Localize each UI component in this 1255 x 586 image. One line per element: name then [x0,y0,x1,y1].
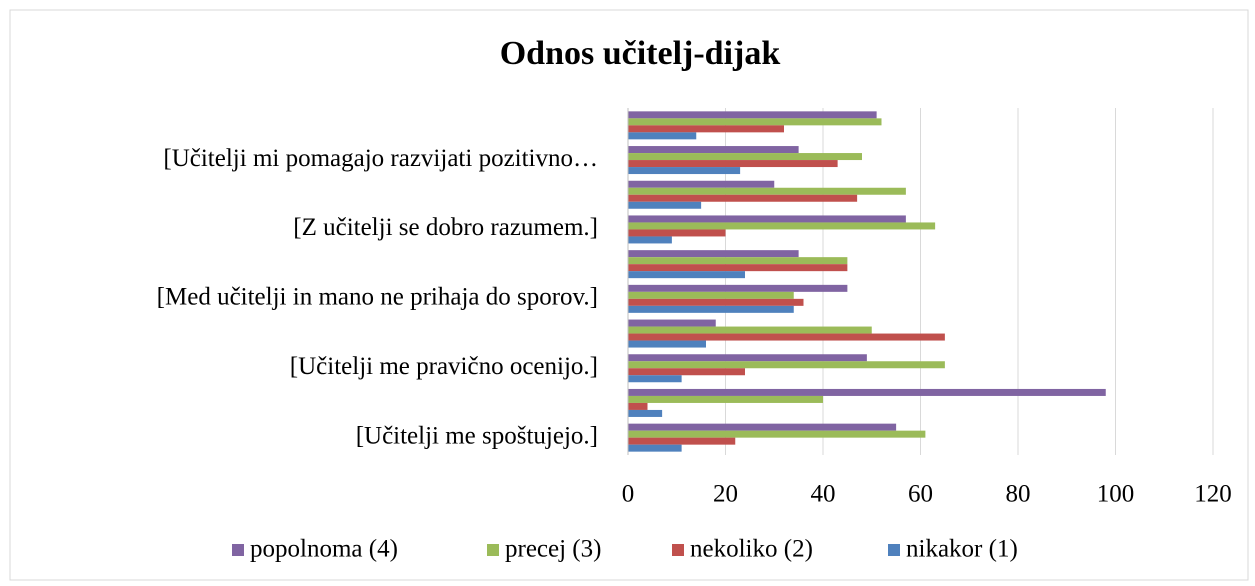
bar [628,395,823,403]
bar [628,167,741,175]
bar [628,125,784,133]
bar [628,257,848,265]
bar [628,305,794,313]
x-tick-label: 60 [908,481,933,508]
bar [628,333,945,341]
legend-marker [672,544,684,556]
bar [628,160,838,168]
bar [628,111,877,119]
bar [628,423,897,431]
bar [628,326,872,334]
bar [628,402,648,410]
bar [628,132,697,140]
y-tick-label: [Učitelji me spoštujejo.] [356,422,598,449]
bar [628,153,862,161]
legend-label: nekoliko (2) [690,536,813,563]
bar [628,250,799,258]
legend-label: popolnoma (4) [250,536,398,563]
bar [628,409,663,417]
y-tick-label: [Učitelji me pravično ocenijo.] [290,353,598,380]
bar [628,437,736,445]
bar [628,222,936,230]
legend-label: precej (3) [505,536,601,563]
bar [628,298,804,306]
bar [628,284,848,292]
bar [628,264,848,272]
x-tick-label: 80 [1006,481,1031,508]
bar [628,340,706,348]
bar [628,291,794,299]
x-tick-label: 100 [1097,481,1135,508]
legend-marker [232,544,244,556]
bar [628,146,799,154]
bar [628,368,745,376]
x-tick-label: 40 [811,481,836,508]
x-tick-label: 0 [622,481,635,508]
bar [628,319,716,327]
bar [628,271,745,279]
bar [628,444,682,452]
bar [628,201,702,209]
y-tick-label: [Z učitelji se dobro razumem.] [293,214,598,241]
bar [628,187,906,195]
bar [628,430,926,438]
bar [628,194,858,202]
bar [628,236,672,244]
bar [628,118,882,126]
bar [628,375,682,383]
y-tick-label: [Učitelji mi pomagajo razvijati pozitivn… [163,145,598,172]
legend-label: nikakor (1) [906,536,1018,563]
bar [628,388,1106,396]
bar [628,229,726,237]
x-tick-label: 20 [713,481,738,508]
bar [628,215,906,223]
bar [628,354,867,362]
x-tick-label: 120 [1194,481,1232,508]
y-tick-label: [Med učitelji in mano ne prihaja do spor… [157,284,598,311]
chart-title: Odnos učitelj-dijak [500,35,781,72]
bar [628,180,775,188]
legend-marker [888,544,900,556]
legend-marker [487,544,499,556]
bar [628,361,945,369]
